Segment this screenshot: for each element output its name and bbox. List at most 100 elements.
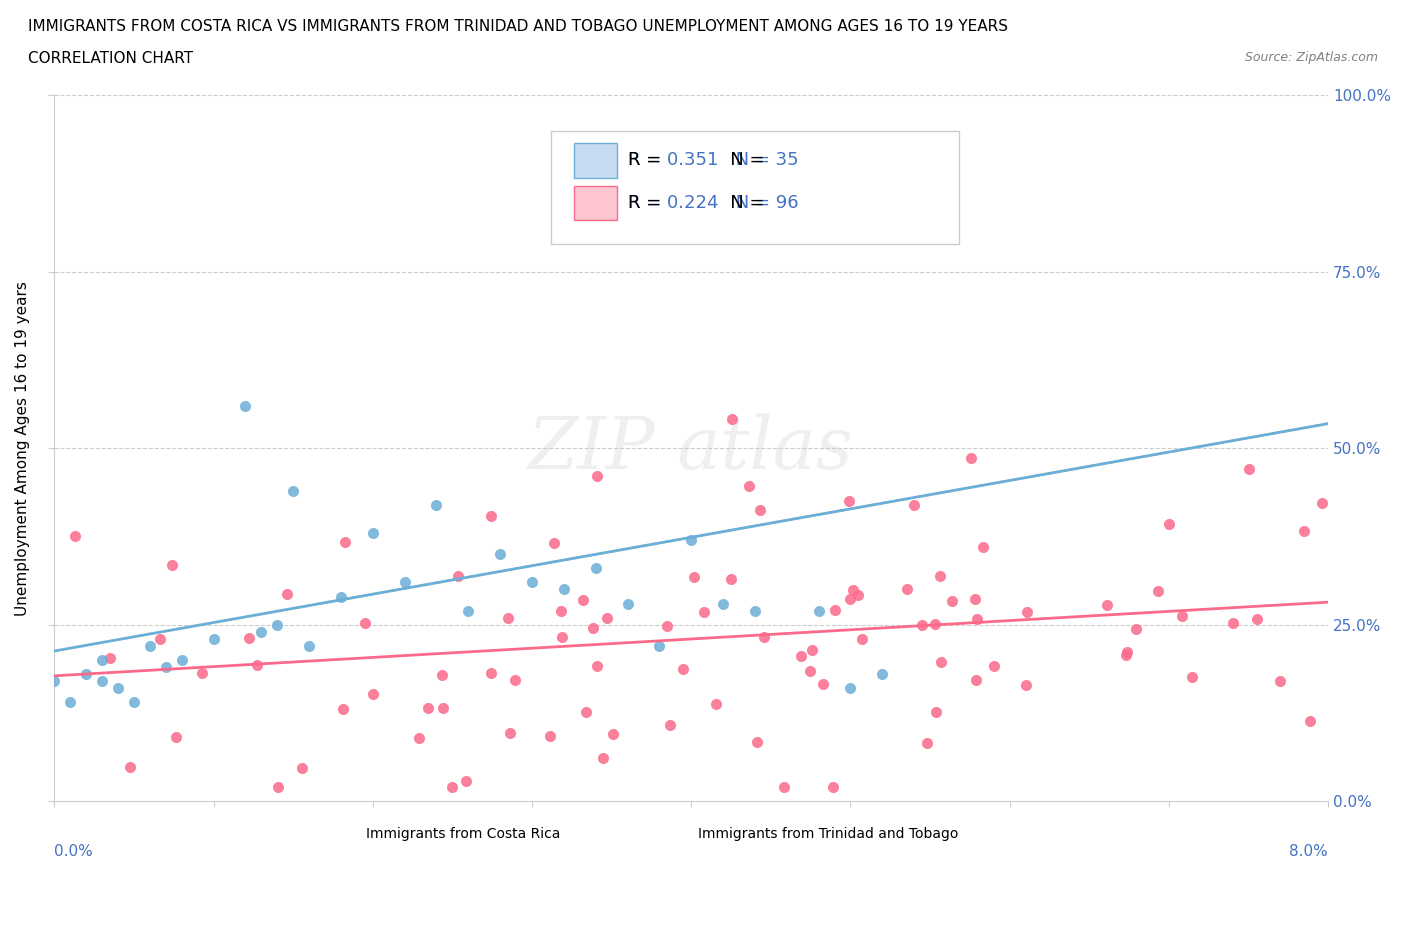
Text: R = 0.224   N = 96: R = 0.224 N = 96 [627, 193, 799, 212]
Point [658, 718, 681, 733]
Point [1292, 524, 1315, 538]
Point [807, 604, 830, 618]
Text: Immigrants from Costa Rica: Immigrants from Costa Rica [367, 827, 561, 841]
FancyBboxPatch shape [551, 131, 959, 244]
Point [107, 681, 129, 696]
Point [896, 581, 918, 596]
Point [592, 751, 614, 765]
Point [681, 533, 703, 548]
Point [931, 655, 953, 670]
Point [333, 535, 356, 550]
Point [925, 704, 948, 719]
Point [165, 729, 187, 744]
Point [941, 593, 963, 608]
Point [838, 494, 860, 509]
Point [91, 653, 114, 668]
Point [496, 610, 519, 625]
Point [903, 498, 925, 512]
Point [44, 674, 66, 689]
FancyBboxPatch shape [319, 819, 360, 848]
FancyBboxPatch shape [574, 143, 617, 178]
Point [1146, 583, 1168, 598]
Point [276, 587, 298, 602]
Point [98, 651, 121, 666]
Point [915, 736, 938, 751]
Point [821, 779, 844, 794]
Point [498, 725, 520, 740]
Point [155, 659, 177, 674]
Point [693, 604, 716, 619]
Point [963, 591, 986, 606]
Point [846, 587, 869, 602]
Point [1181, 670, 1204, 684]
Point [353, 616, 375, 631]
Point [332, 702, 354, 717]
Point [616, 596, 638, 611]
Point [457, 604, 479, 618]
Point [363, 687, 385, 702]
Point [839, 681, 862, 696]
Point [682, 569, 704, 584]
Point [1171, 609, 1194, 624]
FancyBboxPatch shape [574, 186, 617, 220]
Point [1222, 616, 1244, 631]
Point [238, 631, 260, 645]
Point [298, 639, 321, 654]
Point [538, 728, 561, 743]
Point [799, 664, 821, 679]
Point [911, 618, 934, 632]
Point [550, 630, 572, 644]
Point [160, 557, 183, 572]
Point [704, 697, 727, 711]
Text: R =            N =: R = N = [627, 193, 763, 212]
Point [839, 591, 862, 606]
Point [720, 412, 742, 427]
Point [574, 705, 596, 720]
Point [266, 618, 288, 632]
Point [571, 592, 593, 607]
Point [737, 479, 759, 494]
Point [811, 677, 834, 692]
Text: IMMIGRANTS FROM COSTA RICA VS IMMIGRANTS FROM TRINIDAD AND TOBAGO UNEMPLOYMENT A: IMMIGRANTS FROM COSTA RICA VS IMMIGRANTS… [28, 19, 1008, 33]
Point [122, 695, 145, 710]
Point [481, 665, 503, 680]
Point [520, 575, 543, 590]
Point [1115, 647, 1137, 662]
Point [550, 604, 572, 618]
Point [329, 589, 352, 604]
Text: Immigrants from Trinidad and Tobago: Immigrants from Trinidad and Tobago [697, 827, 957, 841]
Point [425, 498, 447, 512]
Point [929, 568, 952, 583]
Point [1116, 644, 1139, 659]
Text: CORRELATION CHART: CORRELATION CHART [28, 51, 193, 66]
Point [1270, 674, 1292, 689]
Point [585, 469, 607, 484]
Point [842, 583, 865, 598]
Point [267, 779, 290, 794]
Point [924, 617, 946, 631]
Point [602, 726, 624, 741]
Point [120, 760, 142, 775]
Point [596, 611, 619, 626]
Point [745, 735, 768, 750]
Point [648, 639, 671, 654]
Point [139, 639, 162, 654]
Point [202, 631, 225, 646]
Point [441, 779, 464, 794]
Point [1310, 496, 1333, 511]
Point [585, 561, 607, 576]
Point [744, 604, 766, 618]
Point [1017, 604, 1039, 619]
Point [479, 509, 502, 524]
Point [250, 624, 273, 639]
Point [872, 667, 894, 682]
Point [959, 451, 981, 466]
Point [149, 631, 172, 646]
Point [281, 484, 304, 498]
Point [543, 536, 565, 551]
Point [851, 631, 873, 646]
Point [91, 674, 114, 689]
Y-axis label: Unemployment Among Ages 16 to 19 years: Unemployment Among Ages 16 to 19 years [15, 281, 30, 616]
Point [553, 144, 575, 159]
Point [75, 667, 97, 682]
